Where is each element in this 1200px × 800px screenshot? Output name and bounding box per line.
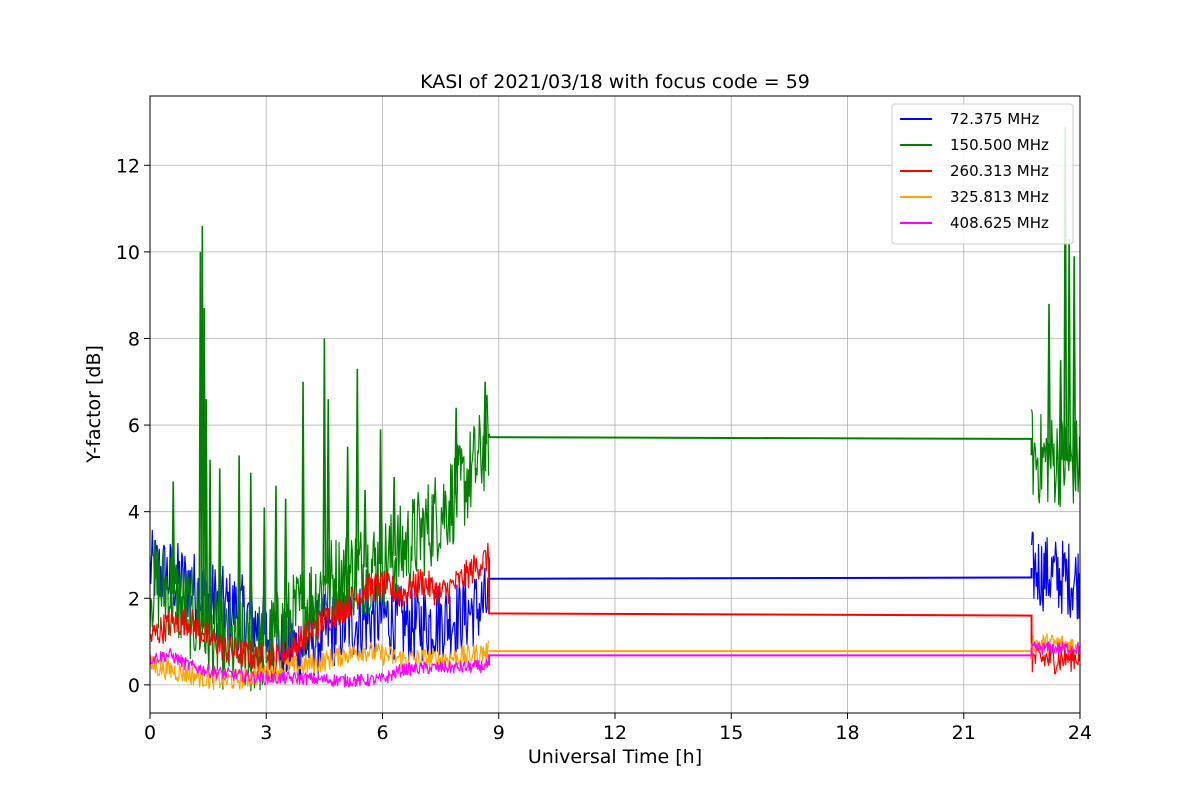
series-1-spike — [1058, 360, 1063, 460]
series-4-trace — [149, 641, 1081, 688]
series-1-spike — [392, 477, 397, 556]
y-tick-label: 0 — [128, 675, 140, 697]
legend-label: 325.813 MHz — [950, 188, 1049, 206]
legend-box — [891, 103, 1074, 245]
x-axis-label: Universal Time [h] — [528, 746, 702, 768]
series-0-noisy-segment-late — [1031, 531, 1081, 620]
x-tick-label: 18 — [835, 722, 859, 744]
series-1-spike — [454, 407, 459, 495]
x-tick-label: 3 — [260, 722, 272, 744]
series-1-spike — [237, 455, 242, 649]
series-1-spike — [355, 368, 360, 571]
x-tick-label: 21 — [952, 722, 976, 744]
x-tick-label: 15 — [719, 722, 743, 744]
x-tick-label: 0 — [144, 722, 156, 744]
series-3-noisy-segment-early — [149, 640, 490, 691]
x-tick-label: 24 — [1068, 722, 1092, 744]
y-tick-label: 8 — [128, 328, 140, 350]
series-1-spike — [483, 381, 488, 445]
series-4-noisy-segment-late — [1031, 641, 1081, 655]
series-2-noisy-segment-early — [149, 542, 490, 673]
legend: 72.375 MHz 150.500 MHz 260.313 MHz 325.813 … — [891, 103, 1074, 245]
legend-label: 150.500 MHz — [950, 136, 1049, 154]
series-2-trace — [149, 542, 1081, 675]
legend-label: 260.313 MHz — [950, 162, 1049, 180]
series-1-spike — [208, 459, 213, 635]
series-1-spike — [378, 429, 383, 565]
x-tick-label: 12 — [603, 722, 627, 744]
series-1-spike — [204, 399, 209, 631]
series-1-spike — [1072, 256, 1077, 463]
series-1-gap-segment — [488, 433, 1033, 456]
series-1-spike — [248, 472, 253, 650]
y-tick-label: 10 — [116, 242, 140, 264]
y-axis-label: Y-factor [dB] — [83, 345, 105, 464]
series-1-spike — [301, 381, 306, 610]
series-1-spike — [217, 468, 222, 641]
series-2-noisy-segment-late — [1031, 616, 1081, 675]
x-axis: 0 3 6 9 12 15 18 21 24 — [144, 713, 1092, 744]
y-tick-label: 2 — [128, 588, 140, 610]
series-1-spike — [326, 399, 331, 584]
series-4-gap-segment — [488, 648, 1033, 666]
y-axis: 0 2 4 6 8 10 12 — [116, 155, 150, 697]
series-1-spike — [1047, 303, 1051, 460]
series-4-noisy-segment-early — [149, 648, 490, 688]
series-1-spike — [283, 498, 288, 629]
y-tick-label: 4 — [128, 502, 140, 524]
series-1-spike — [363, 490, 368, 568]
series-1-noisy-segment-late — [1031, 409, 1081, 508]
series-1-spike — [322, 338, 327, 586]
legend-label: 408.625 MHz — [950, 214, 1049, 232]
series-1-spike — [273, 485, 278, 638]
chart-title: KASI of 2021/03/18 with focus code = 59 — [420, 71, 810, 93]
legend-label: 72.375 MHz — [950, 110, 1039, 128]
series-1-spike — [262, 507, 267, 647]
y-tick-label: 6 — [128, 415, 140, 437]
y-tick-label: 12 — [116, 155, 140, 177]
series-1-spike — [171, 481, 176, 594]
series-1-spike — [345, 446, 350, 575]
x-tick-label: 9 — [493, 722, 505, 744]
x-tick-label: 6 — [376, 722, 388, 744]
